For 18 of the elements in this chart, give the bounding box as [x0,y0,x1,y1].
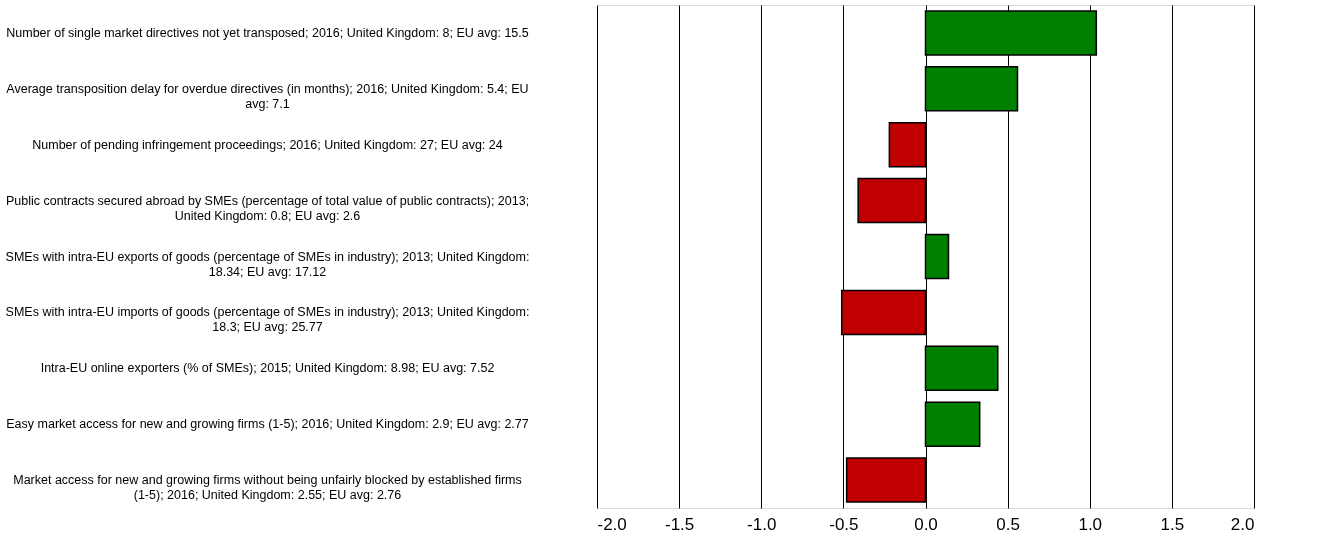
y-tick-label: Number of single market directives not yet transposed; 2016; United Kingdom: 8; EU avg: 15.5 [6,25,529,40]
y-tick-label: Easy market access for new and growing firms (1-5); 2016; United Kingdom: 2.9; EU avg: 2.77 [6,417,529,432]
x-tick-label: -1.0 [747,514,777,534]
y-tick-label: Average transposition delay for overdue directives (in months); 2016; United Kingdom: 5.4; EU avg: 7.1 [6,81,529,111]
x-tick-label: -2.0 [597,514,627,534]
y-tick-label: SMEs with intra-EU exports of goods (percentage of SMEs in industry); 2013; United Kingdom: 18.34; EU avg: 17.12 [5,249,530,279]
y-tick-label: Number of pending infringement proceedings; 2016; United Kingdom: 27; EU avg: 24 [32,137,503,152]
x-tick-label: -0.5 [829,514,859,534]
y-tick-label: Market access for new and growing firms without being unfairly blocked by established firms (1-5); 2016; United Kingdom: 2.55; EU avg: 2.76 [13,473,522,503]
x-tick-label: -1.5 [664,514,695,534]
x-tick-label: 1.5 [1160,514,1185,534]
x-tick-label: 2.0 [1230,514,1255,534]
y-tick-label: Public contracts secured abroad by SMEs (percentage of total value of public contracts); 2013; United Kingdom: 0.8; EU avg: 2.6 [5,193,530,223]
x-tick-label: 1.0 [1078,514,1103,534]
x-tick-label: 0.0 [914,514,938,534]
x-tick-label: 0.5 [996,514,1020,534]
y-tick-label: Intra-EU online exporters (% of SMEs); 2015; United Kingdom: 8.98; EU avg: 7.52 [40,361,495,376]
y-tick-label: SMEs with intra-EU imports of goods (percentage of SMEs in industry); 2013; United Kingdom: 18.3; EU avg: 25.77 [5,305,530,335]
